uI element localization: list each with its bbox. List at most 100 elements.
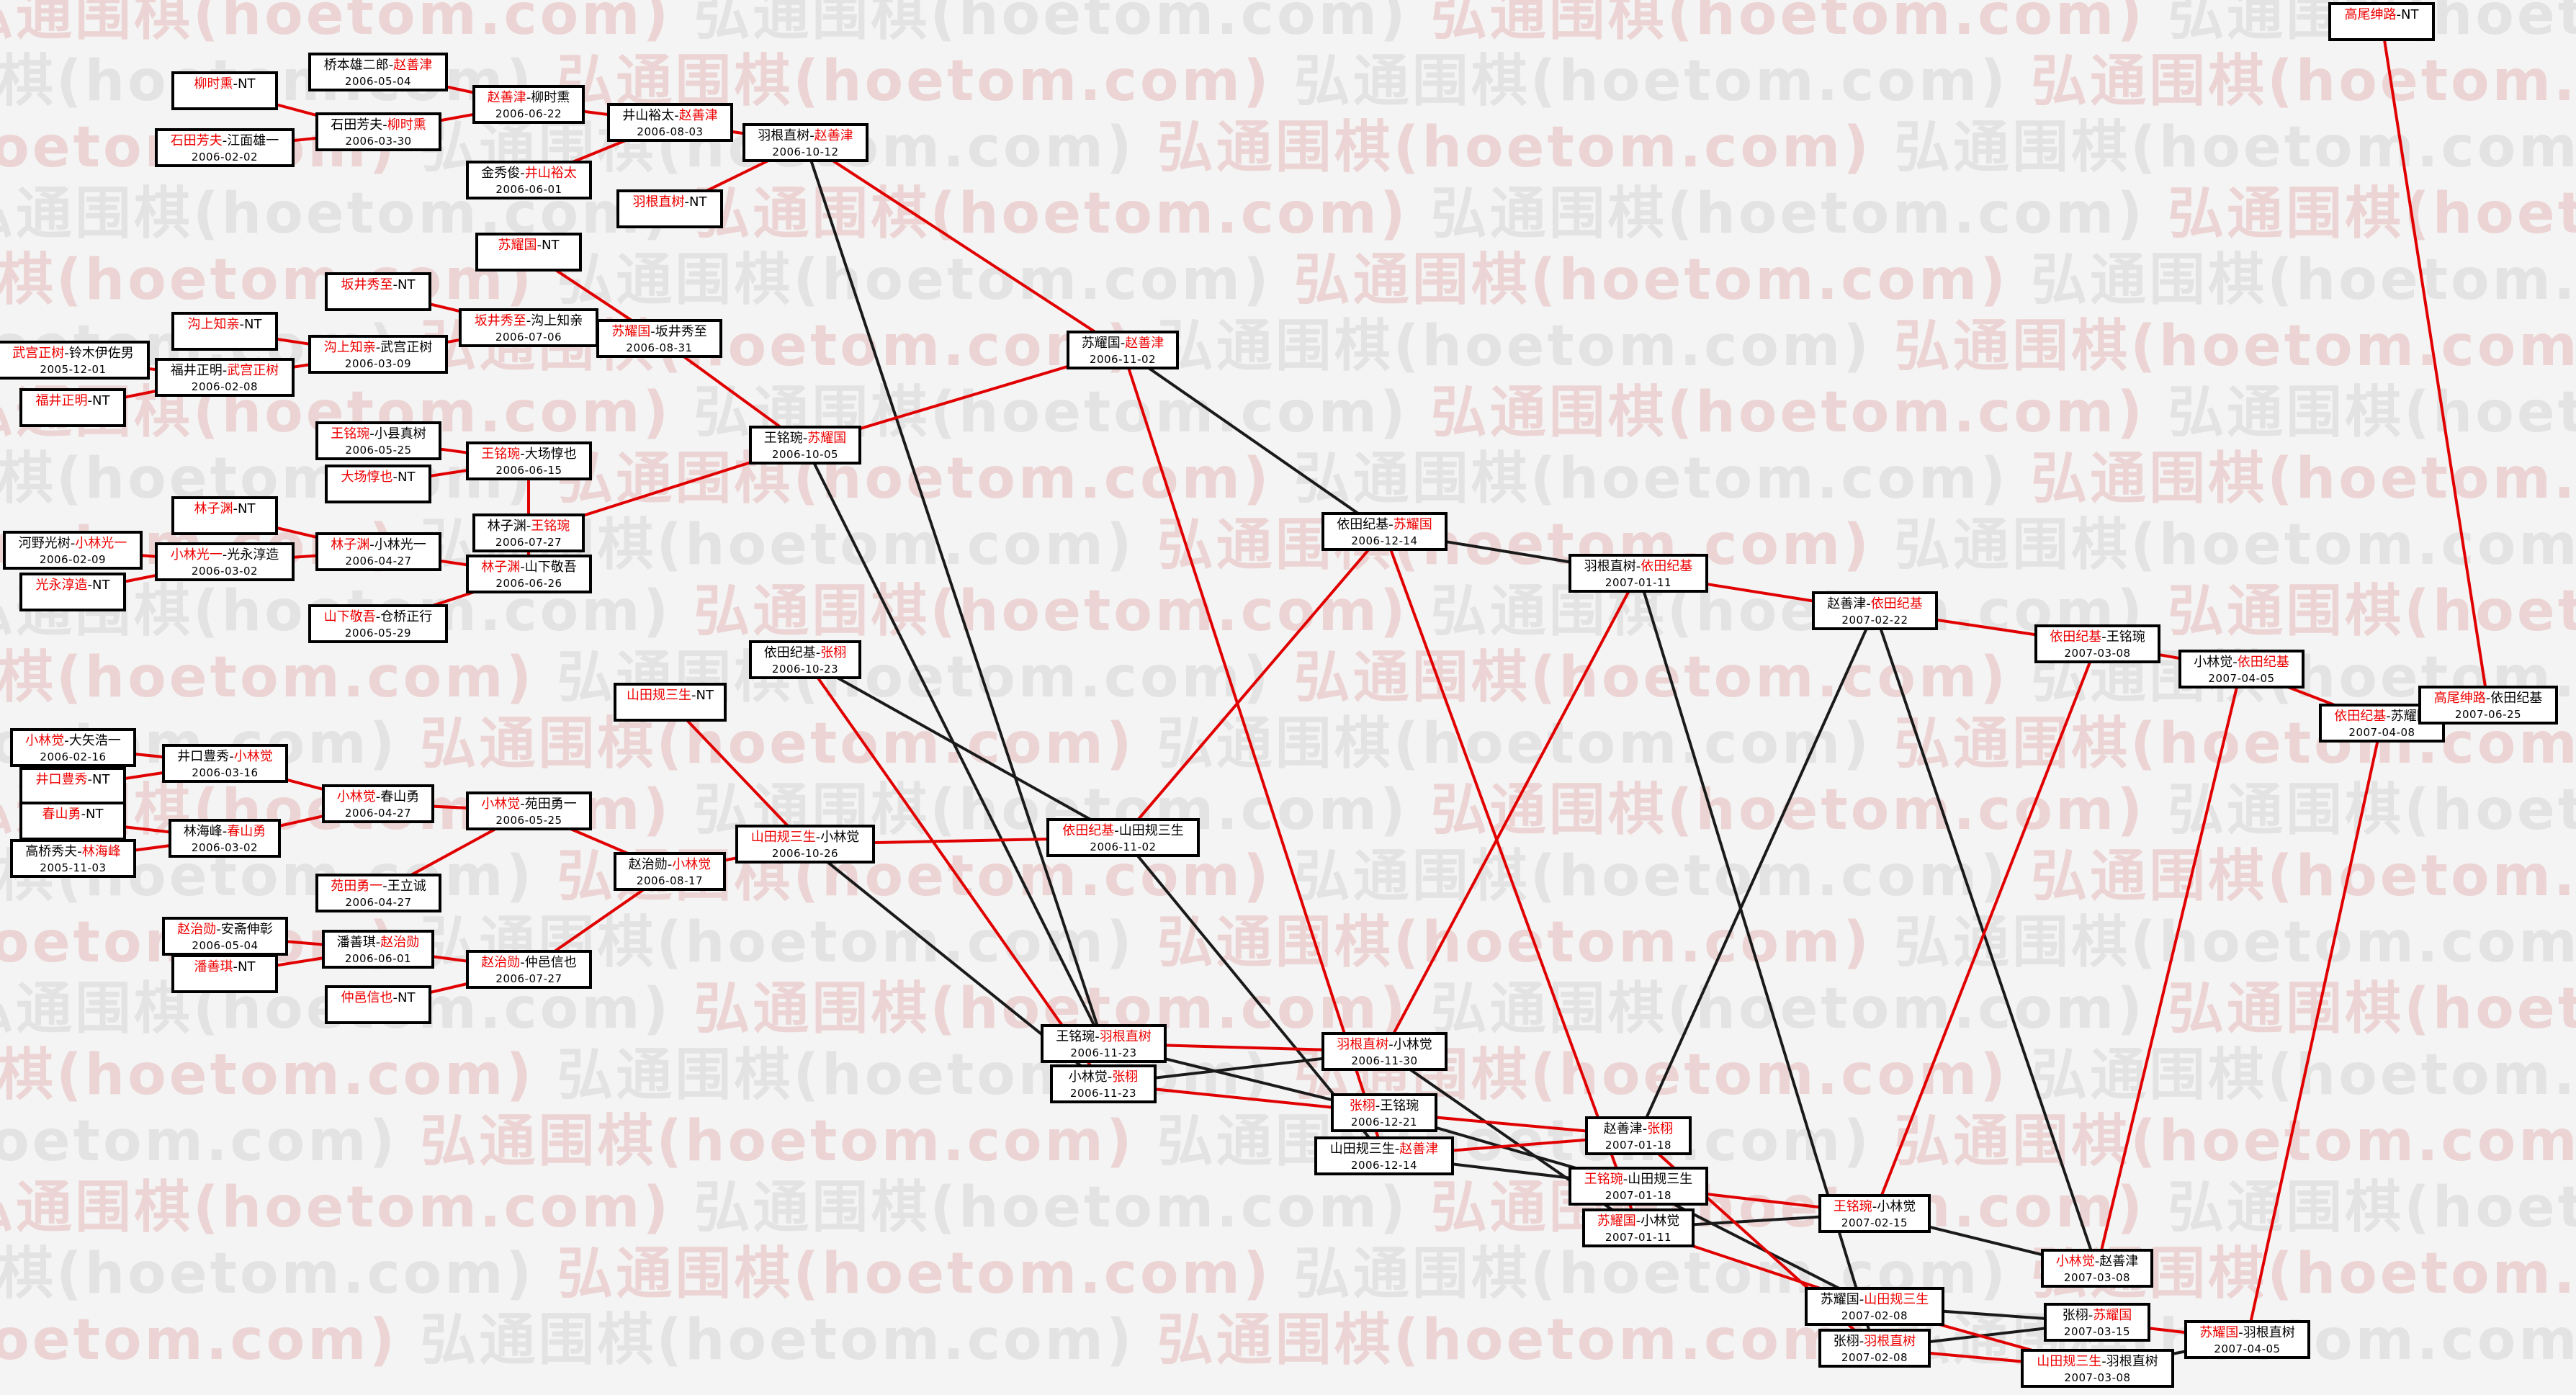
game-box: 林子渊-山下敬吾 2006-06-26: [466, 555, 592, 593]
watermark-text: 弘通围棋(hoetom.com): [2168, 1175, 2576, 1240]
watermark-text: 弘通围棋(hoetom.com): [2031, 49, 2576, 114]
player1-name: 桥本雄二郎: [323, 58, 389, 73]
matchup-label: 羽根直树-赵善津: [758, 128, 853, 143]
player2-name: 江面雄一: [227, 133, 279, 148]
matchup-label: 赵治勋-小林觉: [628, 857, 712, 872]
player1-name: 仲邑信也: [341, 990, 393, 1005]
player2-name: 安斋伸彰: [220, 922, 273, 937]
loser-path-line: [1637, 610, 1876, 1136]
game-box: 羽根直树-小林觉 2006-11-30: [1321, 1032, 1448, 1071]
player1-name: 小林觉: [2055, 1254, 2095, 1269]
game-box: 苑田勇一-王立诚 2006-04-27: [315, 874, 441, 912]
player2-name: 春山勇: [380, 789, 420, 804]
loser-path-line: [804, 142, 1105, 1044]
player2-name: 小林觉: [1393, 1037, 1432, 1052]
game-date: 2007-01-11: [1605, 576, 1672, 589]
watermark-text: 弘通围棋(hoetom.com): [0, 1175, 694, 1240]
game-date: 2007-03-15: [2063, 1325, 2131, 1338]
matchup-label: 赵善津-依田纪基: [1827, 596, 1923, 611]
player2-name: 依田纪基: [1870, 596, 1923, 611]
watermark-text: 弘通围棋(hoetom.com): [2168, 778, 2576, 843]
player2-name: 仲邑信也: [524, 955, 577, 970]
game-box: 坂井秀至-沟上知亲 2006-07-06: [459, 308, 598, 347]
player2-name: NT: [542, 238, 560, 253]
player1-name: 林子渊: [487, 519, 526, 534]
game-box: 金秀俊-井山裕太 2006-06-01: [466, 161, 592, 199]
player2-name: NT: [398, 990, 416, 1005]
matchup-label: 王铭琬-苏耀国: [763, 431, 847, 446]
watermark-text: 弘通围棋(hoetom.com): [1157, 1308, 1895, 1373]
player2-name: NT: [238, 959, 256, 974]
game-date: 2006-11-23: [1070, 1046, 1137, 1059]
matchup-label: 柳时熏-NT: [194, 76, 256, 91]
player1-name: 王铭琬: [1833, 1199, 1872, 1214]
player1-name: 柳时熏: [194, 76, 233, 91]
game-date: 2006-05-25: [345, 444, 412, 457]
game-date: 2007-04-05: [2214, 1342, 2281, 1355]
player1-name: 张栩: [1833, 1334, 1859, 1349]
game-date: 2007-01-18: [1605, 1189, 1672, 1202]
watermark-text: 弘通围棋(hoetom.com): [1157, 115, 1895, 180]
player2-name: 柳时熏: [531, 90, 570, 105]
game-date: 2006-03-02: [191, 841, 259, 854]
game-date: 2006-02-08: [191, 380, 259, 393]
matchup-label: 河野光树-小林光一: [18, 536, 127, 551]
matchup-label: 山田规三生-NT: [627, 688, 714, 703]
player2-name: 山田规三生: [1118, 823, 1184, 838]
player2-name: 小林觉: [233, 749, 273, 764]
game-box: 小林觉-张栩 2006-11-23: [1050, 1064, 1157, 1103]
player1-name: 福井正明: [35, 393, 88, 408]
game-box: 小林觉-春山勇 2006-04-27: [322, 784, 434, 823]
matchup-label: 沟上知亲-NT: [187, 317, 262, 332]
player1-name: 山田规三生: [627, 688, 692, 703]
game-date: 2006-06-26: [495, 577, 562, 590]
player1-name: 小林觉: [25, 733, 65, 748]
matchup-label: 小林觉-赵善津: [2055, 1254, 2139, 1269]
player1-name: 大场惇也: [341, 470, 393, 485]
winner-advance-line: [1873, 643, 2099, 1214]
player1-name: 井口豊秀: [177, 749, 230, 764]
matchup-label: 桥本雄二郎-赵善津: [323, 58, 433, 73]
watermark-row: 弘通围棋(hoetom.com) 弘通围棋(hoetom.com) 弘通围棋(h…: [0, 451, 2576, 507]
game-box: 福井正明-武宫正树 2006-02-08: [155, 358, 295, 397]
matchup-label: 王铭琬-羽根直树: [1056, 1029, 1152, 1044]
game-box: 王铭琬-小林觉 2007-02-15: [1818, 1194, 1931, 1233]
player2-name: 武宫正树: [227, 363, 279, 378]
player2-name: 依田纪基: [2237, 655, 2289, 670]
game-date: 2006-05-04: [192, 939, 259, 952]
player2-name: NT: [238, 501, 256, 516]
player1-name: 福井正明: [170, 363, 223, 378]
player1-name: 依田纪基: [1062, 823, 1115, 838]
watermark-text: 弘通围棋(hoetom.com): [1430, 1175, 2168, 1240]
matchup-label: 依田纪基-苏耀国: [1337, 517, 1432, 532]
player2-name: 小林光一: [374, 537, 426, 552]
player1-name: 小林光一: [170, 547, 223, 562]
player1-name: 高尾绅路: [2433, 691, 2486, 706]
player2-name: NT: [696, 688, 714, 703]
watermark-text: 弘通围棋(hoetom.com): [0, 645, 535, 710]
game-box: 武宫正树-铃木伊佐男 2005-12-01: [0, 341, 150, 380]
matchup-label: 王铭琬-山田规三生: [1584, 1172, 1693, 1187]
player2-name: 柳时熏: [387, 117, 426, 133]
game-box: 王铭琬-苏耀国 2006-10-05: [749, 426, 861, 465]
player1-name: 苏耀国: [1081, 336, 1121, 351]
game-date: 2006-03-30: [345, 135, 412, 148]
game-box: 山田规三生-赵善津 2006-12-14: [1314, 1136, 1454, 1175]
player1-name: 武宫正树: [12, 346, 65, 361]
watermark-text: 弘通围棋(hoetom.com): [1157, 712, 1895, 776]
game-box: 林海峰-春山勇 2006-03-02: [169, 819, 281, 858]
player1-name: 赵善津: [487, 90, 526, 105]
player1-name: 高桥秀夫: [25, 844, 78, 859]
matchup-label: 赵善津-柳时熏: [487, 90, 570, 105]
game-box: 石田芳夫-江面雄一 2006-02-02: [155, 128, 295, 167]
player1-name: 井山裕太: [622, 108, 675, 123]
watermark-text: 弘通围棋(hoetom.com): [2031, 844, 2576, 909]
winner-advance-line: [1383, 531, 1640, 1229]
player2-name: 沟上知亲: [531, 313, 583, 328]
player1-name: 林海峰: [183, 824, 223, 839]
player1-name: 依田纪基: [1337, 517, 1389, 532]
matchup-label: 苏耀国-坂井秀至: [611, 324, 707, 339]
watermark-text: 弘通围棋(hoetom.com): [1894, 314, 2576, 379]
watermark-text: 弘通围棋(hoetom.com): [0, 1109, 398, 1174]
